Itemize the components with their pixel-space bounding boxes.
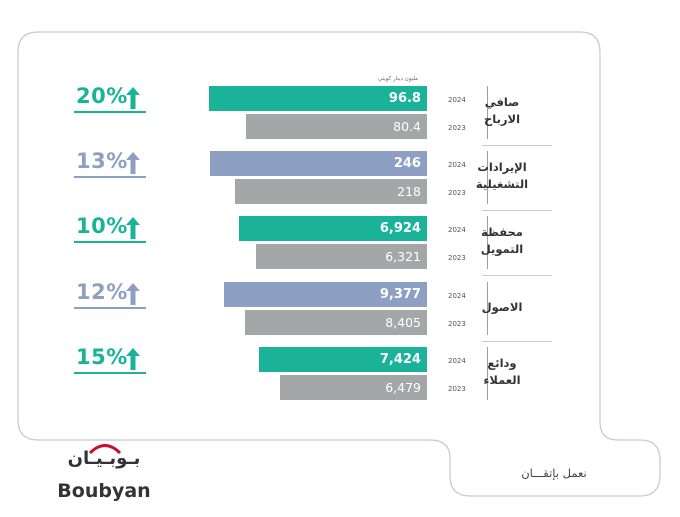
growth-percent: 15% — [76, 345, 128, 369]
bar-2023: 8,405 — [245, 310, 427, 335]
tagline: نعمل بإتقـــان — [521, 466, 587, 480]
bar-2024: 7,424 — [258, 347, 427, 372]
row-separator — [487, 216, 488, 269]
category-label: ودائع العملاء — [472, 355, 532, 389]
bar-2023: 218 — [234, 179, 427, 204]
row-separator — [487, 347, 488, 400]
bar-2024: 6,924 — [239, 216, 427, 241]
row-separator — [487, 282, 488, 335]
bar-value-2024: 7,424 — [379, 352, 421, 367]
bar-value-2023: 6,479 — [385, 380, 421, 395]
up-arrow-icon — [126, 283, 140, 305]
bar-2024: 9,377 — [224, 282, 427, 307]
bar-2023: 80.4 — [246, 114, 427, 139]
bar-value-2023: 8,405 — [385, 315, 421, 330]
row-divider — [482, 210, 552, 211]
year-label-2024: 2024 — [448, 226, 466, 234]
growth-percent: 20% — [76, 84, 128, 108]
logo-arc-icon — [88, 444, 122, 454]
bar-value-2024: 9,377 — [379, 287, 421, 302]
bar-value-2024: 6,924 — [379, 221, 421, 236]
bar-value-2024: 246 — [393, 156, 421, 171]
category-label-line1: صافي — [484, 95, 520, 109]
row-divider — [482, 275, 552, 276]
year-label-2023: 2023 — [448, 385, 466, 393]
growth-percent: 13% — [76, 149, 128, 173]
row-divider — [482, 341, 552, 342]
growth-underline — [74, 241, 146, 243]
up-arrow-icon — [126, 348, 140, 370]
year-label-2023: 2023 — [448, 254, 466, 262]
unit-note: مليون دينار كويتي — [377, 76, 418, 82]
growth-underline — [74, 307, 146, 309]
up-arrow-icon — [126, 152, 140, 174]
year-label-2024: 2024 — [448, 292, 466, 300]
category-label: الاصول — [472, 299, 532, 316]
growth-underline — [74, 176, 146, 178]
category-label: صافي الارباح — [472, 94, 532, 128]
category-label-line1: ودائع — [487, 356, 517, 370]
bar-2023: 6,479 — [279, 375, 427, 400]
bar-2024: 96.8 — [209, 86, 427, 111]
up-arrow-icon — [126, 217, 140, 239]
category-label-line2: التمويل — [480, 242, 524, 256]
bar-value-2023: 218 — [397, 184, 421, 199]
growth-underline — [74, 372, 146, 374]
logo-arabic: بـوبـيـان — [67, 448, 141, 469]
category-label: محفظة التمويل — [472, 224, 532, 258]
category-label: الإيرادات التشغيلية — [472, 159, 532, 193]
logo-english: Boubyan — [57, 480, 151, 502]
year-label-2024: 2024 — [448, 357, 466, 365]
bar-value-2023: 6,321 — [385, 249, 421, 264]
category-label-line2: الاصول — [481, 300, 523, 314]
category-label-line2: التشغيلية — [475, 177, 529, 191]
year-label-2024: 2024 — [448, 96, 466, 104]
year-label-2024: 2024 — [448, 161, 466, 169]
category-label-line2: الارباح — [483, 112, 521, 126]
growth-underline — [74, 111, 146, 113]
category-label-line1: محفظة — [481, 225, 523, 239]
bar-value-2024: 96.8 — [388, 91, 421, 106]
category-label-line2: العملاء — [483, 373, 521, 387]
row-separator — [487, 86, 488, 139]
year-label-2023: 2023 — [448, 189, 466, 197]
bar-2023: 6,321 — [255, 244, 427, 269]
row-separator — [487, 151, 488, 204]
growth-percent: 12% — [76, 280, 128, 304]
bar-2024: 246 — [209, 151, 427, 176]
year-label-2023: 2023 — [448, 124, 466, 132]
growth-percent: 10% — [76, 214, 128, 238]
year-label-2023: 2023 — [448, 320, 466, 328]
category-label-line1: الإيرادات — [477, 160, 527, 174]
row-divider — [482, 145, 552, 146]
up-arrow-icon — [126, 87, 140, 109]
bar-value-2023: 80.4 — [393, 119, 421, 134]
